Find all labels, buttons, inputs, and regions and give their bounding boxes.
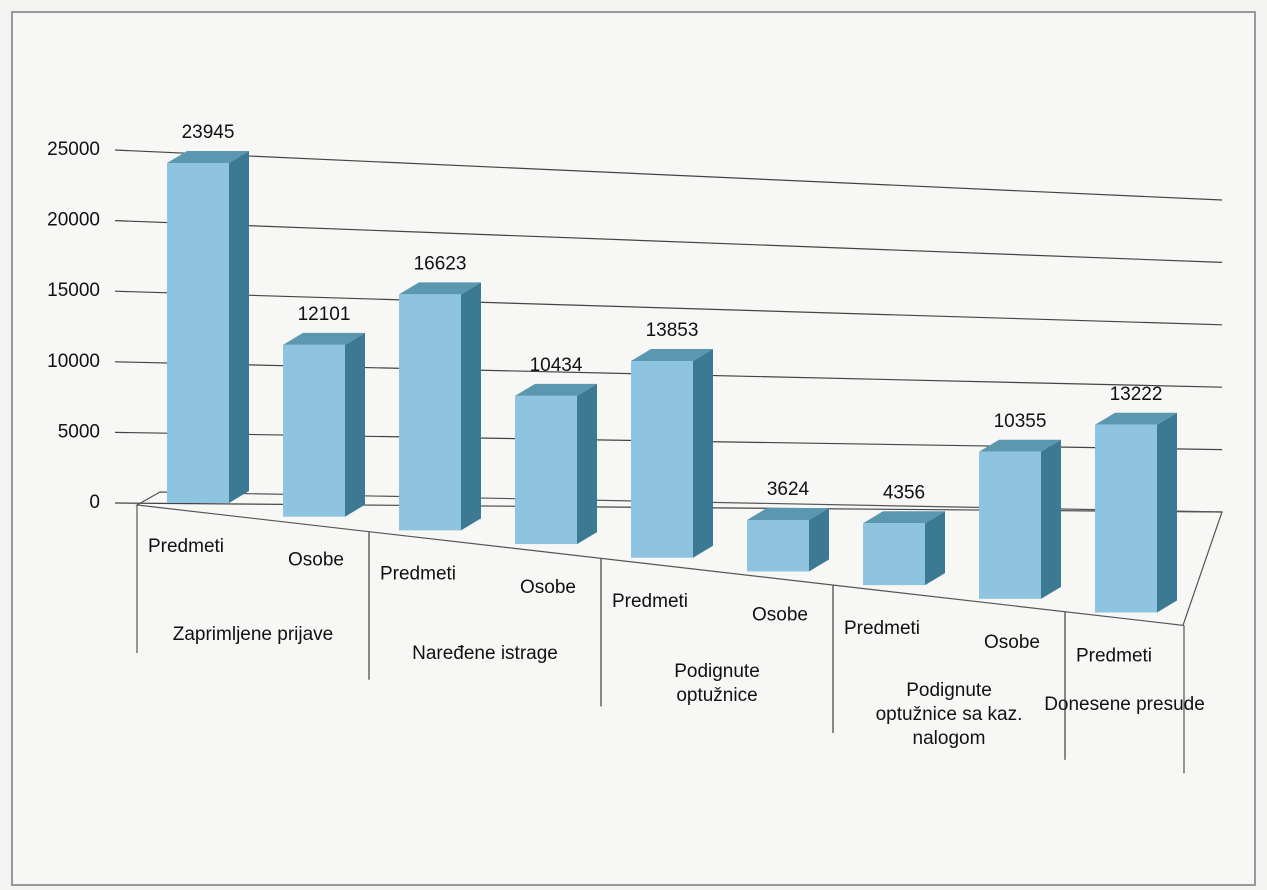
x-tick-label: Osobe [984,632,1040,653]
value-label: 10434 [530,355,583,376]
value-label: 13222 [1110,384,1163,405]
bar-top [631,349,713,362]
x-tick-label: Predmeti [148,536,224,557]
bar-side [925,511,945,586]
bar-side [809,507,829,572]
value-label: 23945 [182,122,235,143]
bar-side [345,332,365,517]
bar [283,344,345,517]
grid-line [114,149,1223,201]
y-tick-label: 25000 [47,139,100,160]
x-tick-label: Predmeti [844,618,920,639]
bar-top [747,507,829,520]
y-tick-label: 5000 [58,421,100,442]
group-label: Donesene presude [1044,693,1205,715]
y-tick-label: 0 [89,492,100,513]
bar-side [461,282,481,531]
bar-side [693,349,713,558]
floor [135,491,1223,626]
bar [1095,424,1157,613]
bar-side [1041,439,1061,599]
x-tick-label: Osobe [288,550,344,571]
group-label: Podignute optužnice sa kaz. nalogom [875,679,1023,749]
grid-line [114,220,1223,263]
bar [747,519,809,572]
bar-top [167,150,249,163]
y-tick-label: 20000 [47,210,100,231]
x-tick-label: Osobe [752,604,808,625]
bar-top [515,383,597,396]
grid-line [114,290,1223,326]
value-label: 16623 [414,253,467,274]
y-tick-label: 10000 [47,351,100,372]
bar-side [229,150,249,503]
bar [863,523,925,586]
value-label: 3624 [767,479,810,500]
bar [167,162,229,503]
bar [979,451,1041,599]
value-label: 12101 [298,304,351,325]
x-tick-label: Osobe [520,577,576,598]
bar [631,361,693,558]
bar-side [1157,412,1177,613]
bar-side [577,383,597,545]
bar-top [399,282,481,295]
value-label: 4356 [883,482,925,503]
y-tick-label: 15000 [47,280,100,301]
x-tick-label: Predmeti [1076,646,1152,667]
group-label: Naređene istrage [412,642,558,664]
bar-top [979,439,1061,452]
bar-top [1095,412,1177,425]
x-tick-label: Predmeti [612,591,688,612]
value-label: 13853 [646,320,699,341]
bar [515,395,577,545]
group-label: Podignute optužnice [674,661,760,707]
group-label: Zaprimljene prijave [172,623,334,645]
bar [399,294,461,531]
value-label: 10355 [994,411,1047,432]
bar-top [283,332,365,345]
x-tick-label: Predmeti [380,563,456,584]
bar-top [863,511,945,524]
